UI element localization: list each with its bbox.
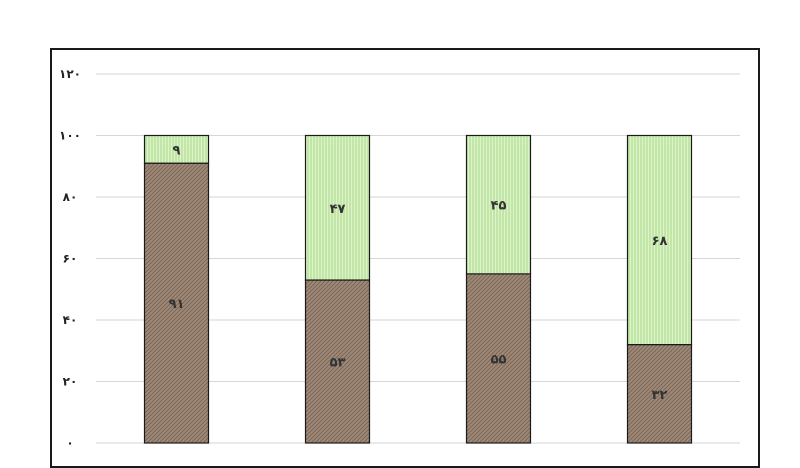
bar-1-2: [304, 279, 371, 444]
bar-2-1: [143, 134, 210, 164]
data-label-2-1: ۹: [173, 143, 181, 158]
bar-2-2: [304, 134, 371, 281]
bar-1-3: [465, 273, 532, 444]
y-tick-label-5: ۱۰۰: [59, 129, 81, 143]
bar-2-3: [465, 134, 532, 275]
chart-frame: ۰ ۲۰ ۴۰ ۶۰ ۸۰ ۱۰۰ ۱۲۰ ۹۱ ۹ ۵۳ ۴۷ ۵۵ ۴۵ ۳۲ ۶۸: [50, 48, 760, 468]
bars: [143, 134, 693, 444]
bar-2-4: [626, 134, 693, 346]
stacked-bar-chart: ۰ ۲۰ ۴۰ ۶۰ ۸۰ ۱۰۰ ۱۲۰ ۹۱ ۹ ۵۳ ۴۷ ۵۵ ۴۵ ۳۲ ۶۸: [59, 67, 740, 450]
data-labels: ۹۱ ۹ ۵۳ ۴۷ ۵۵ ۴۵ ۳۲ ۶۸: [169, 143, 668, 402]
data-label-1-3: ۵۵: [491, 352, 507, 367]
y-tick-label-1: ۲۰: [63, 375, 78, 389]
data-label-2-3: ۴۵: [491, 199, 507, 214]
data-label-1-1: ۹۱: [169, 297, 185, 312]
data-label-2-2: ۴۷: [330, 202, 346, 217]
data-label-1-2: ۵۳: [330, 356, 346, 371]
y-tick-label-4: ۸۰: [63, 190, 78, 204]
bar-1-1: [143, 162, 210, 444]
y-tick-label-2: ۴۰: [63, 313, 78, 327]
y-tick-label-3: ۶۰: [63, 252, 78, 266]
y-tick-label-6: ۱۲۰: [59, 67, 81, 81]
y-tick-label-0: ۰: [66, 436, 73, 450]
bar-1-4: [626, 344, 693, 444]
data-label-1-4: ۳۲: [652, 388, 668, 403]
y-axis: ۰ ۲۰ ۴۰ ۶۰ ۸۰ ۱۰۰ ۱۲۰: [59, 67, 81, 450]
data-label-2-4: ۶۸: [652, 234, 668, 249]
